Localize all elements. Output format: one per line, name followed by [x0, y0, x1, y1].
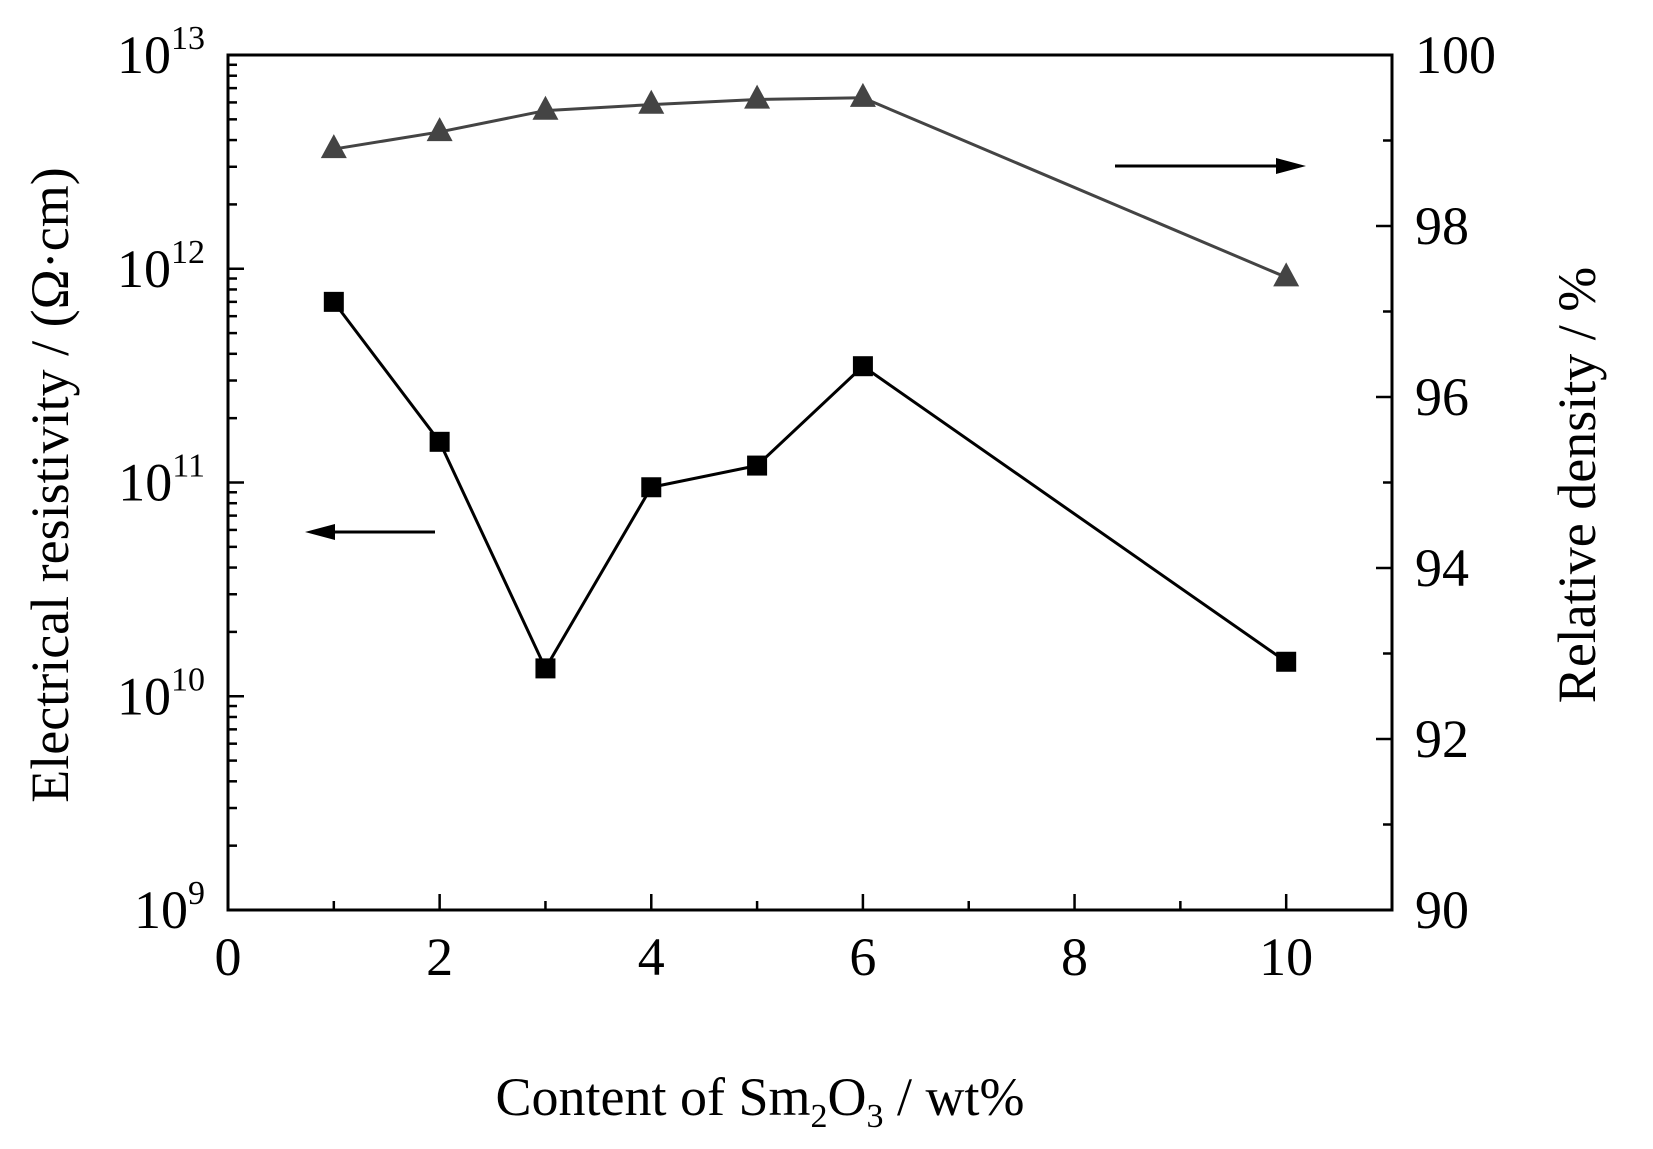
x-tick-label: 8 — [1061, 927, 1088, 987]
series-layer — [320, 82, 1300, 679]
right-y-tick-label: 100 — [1415, 25, 1496, 85]
left-y-tick-label: 1013 — [117, 20, 205, 85]
series-1-point — [852, 356, 873, 377]
tick-label-base: 10 — [118, 453, 172, 513]
series-2-point — [320, 134, 347, 159]
right-y-tick-label: 92 — [1415, 709, 1469, 769]
right-y-tick-label: 96 — [1415, 367, 1469, 427]
series-1-point — [641, 477, 662, 498]
x-axis-title-tail: / wt% — [884, 1067, 1025, 1127]
tick-label-exponent: 10 — [171, 661, 205, 698]
series-1-point — [747, 455, 768, 476]
tick-label-base: 10 — [117, 25, 171, 85]
right-axis-arrow-head — [1276, 158, 1306, 174]
x-axis-title-sub2: 3 — [867, 1098, 884, 1135]
series-1-line — [332, 300, 1288, 672]
x-tick-label: 4 — [638, 927, 665, 987]
series-2-point — [532, 95, 559, 120]
x-tick-label: 0 — [215, 927, 242, 987]
series-2-point — [638, 89, 665, 114]
plot-border — [226, 53, 1394, 912]
x-tick-label: 10 — [1259, 927, 1313, 987]
arrow-layer — [305, 158, 1306, 540]
x-axis-title-sub1: 2 — [811, 1098, 828, 1135]
x-axis-title-main: Content of Sm — [495, 1067, 810, 1127]
x-tick-label: 2 — [426, 927, 453, 987]
series-2-line — [333, 96, 1287, 279]
right-y-axis: 90 92 94 96 98 100 — [1376, 25, 1496, 940]
tick-label-base: 10 — [117, 239, 171, 299]
series-2-point — [426, 117, 453, 142]
left-y-axis-title: Electrical resistivity / (Ω·cm) — [20, 167, 80, 802]
left-y-tick-label: 1012 — [117, 234, 205, 299]
x-tick-label: 6 — [849, 927, 876, 987]
series-2-point — [1273, 262, 1300, 287]
tick-label-exponent: 12 — [171, 234, 205, 271]
series-2-point — [849, 82, 876, 107]
x-axis: 0 2 4 6 8 10 — [215, 894, 1394, 987]
tick-label-exponent: 11 — [172, 448, 205, 485]
series-1-point — [429, 431, 450, 452]
x-axis-title: Content of Sm2O3 / wt% — [495, 1067, 1024, 1135]
left-y-tick-label: 1011 — [118, 448, 205, 513]
tick-label-exponent: 9 — [188, 875, 205, 912]
tick-label-base: 10 — [117, 666, 171, 726]
left-axis-arrow-head — [305, 524, 335, 540]
right-y-axis-title: Relative density / % — [1547, 267, 1607, 703]
series-1-point — [535, 658, 556, 679]
series-1-point — [323, 291, 344, 312]
series-1-point — [1276, 651, 1297, 672]
plot-frame — [226, 53, 1394, 912]
series-2-point — [744, 84, 771, 109]
tick-label-exponent: 13 — [171, 20, 205, 57]
tick-label-base: 10 — [134, 880, 188, 940]
right-y-tick-label: 90 — [1415, 880, 1469, 940]
x-axis-title-mid: O — [828, 1067, 867, 1127]
left-y-tick-label: 109 — [134, 875, 205, 940]
right-y-tick-label: 94 — [1415, 538, 1469, 598]
left-y-tick-label: 1010 — [117, 661, 205, 726]
right-y-tick-label: 98 — [1415, 196, 1469, 256]
